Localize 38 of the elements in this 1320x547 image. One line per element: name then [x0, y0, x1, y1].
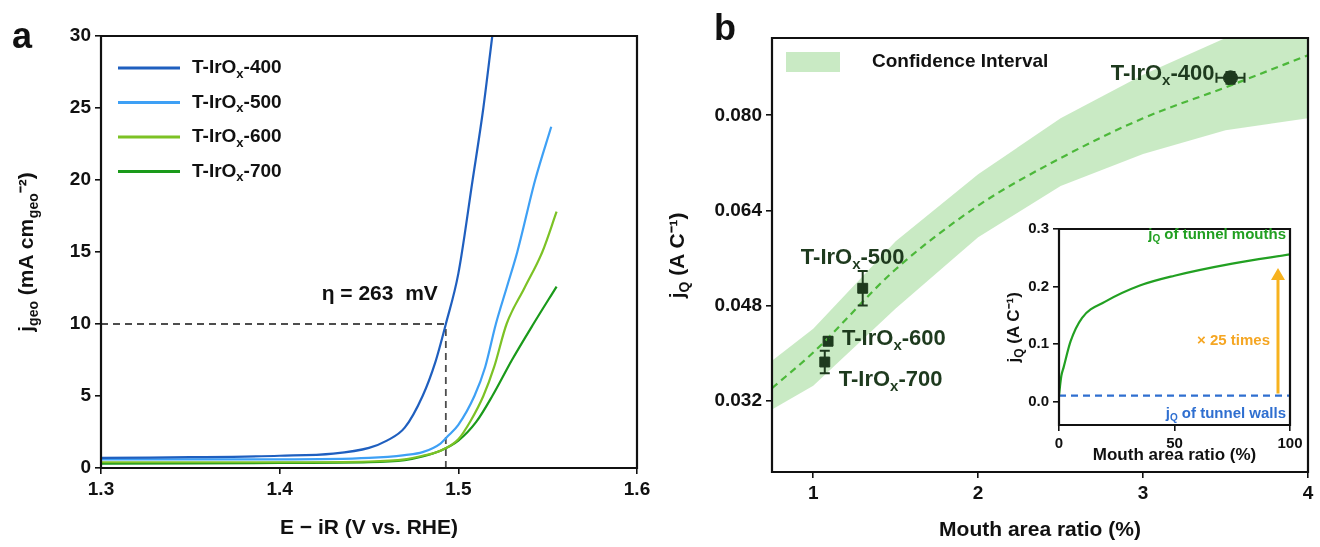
x-tick-label: 1.5: [445, 477, 472, 499]
x-tick-label: 1.3: [87, 477, 115, 499]
y-axis-title: jQ (A C⁻¹): [1003, 292, 1026, 364]
legend-label: Confidence Interval: [872, 50, 1049, 72]
x-tick-label: 2: [972, 481, 984, 503]
y-tick-label: 0: [80, 456, 91, 478]
annotation: × 25 times: [1197, 330, 1270, 348]
y-axis-title: jQ (A C⁻¹): [664, 212, 692, 300]
x-tick-label: 1.4: [266, 477, 294, 499]
x-tick-label: 1: [807, 481, 819, 503]
x-tick-label: 0: [1054, 434, 1064, 452]
y-tick-label: 15: [69, 240, 92, 262]
point: [819, 356, 831, 368]
x-tick-label: 1.6: [623, 477, 651, 499]
y-tick-label: 0.080: [714, 103, 762, 125]
y-tick-label: 0.3: [1028, 219, 1049, 237]
y-tick-label: 20: [69, 168, 91, 190]
y-tick-label: 5: [80, 384, 92, 406]
y-tick-label: 0.0: [1028, 392, 1049, 410]
annotation: η = 263 mV: [321, 280, 438, 304]
x-axis-title: E − iR (V vs. RHE): [280, 514, 458, 538]
y-tick-label: 0.048: [714, 293, 762, 315]
chart-title: a: [12, 14, 33, 56]
y-tick-label: 0.2: [1028, 276, 1049, 294]
x-tick-label: 3: [1137, 481, 1149, 503]
y-tick-label: 25: [69, 96, 92, 118]
line-series: [101, 210, 558, 464]
y-axis-title: jgeo (mA cmgeo⁻²): [13, 172, 41, 333]
y-tick-label: 0.032: [714, 388, 762, 410]
y-tick-label: 30: [69, 24, 91, 46]
y-tick-label: 0.1: [1028, 334, 1049, 352]
x-tick-label: 100: [1277, 434, 1303, 452]
y-tick-label: 0.064: [714, 198, 763, 220]
chart-title: b: [714, 6, 736, 48]
y-tick-label: 10: [69, 312, 91, 334]
line-series: [101, 285, 558, 465]
x-tick-label: 4: [1302, 481, 1314, 503]
x-axis-title: Mouth area ratio (%): [939, 516, 1141, 540]
